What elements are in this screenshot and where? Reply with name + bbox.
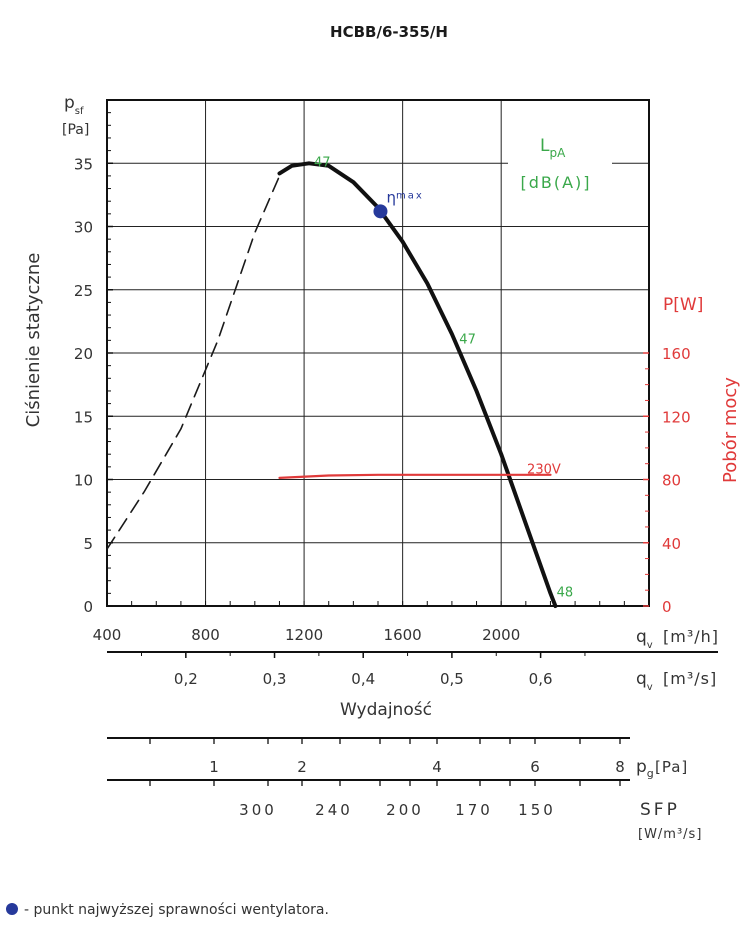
pg-scale-ticks: 1 2 4 6 8 bbox=[149, 738, 625, 786]
power-axis-unit: P[W] bbox=[663, 295, 703, 315]
x-axis-m3s-symbol: qv bbox=[636, 669, 653, 693]
x-axis-m3s-unit: [m³/s] bbox=[663, 669, 717, 688]
series-2-curve bbox=[278, 473, 552, 479]
x-m3h-tick-label: 400 bbox=[93, 626, 122, 644]
series-1-curve bbox=[277, 161, 558, 608]
y-tick-label: 20 bbox=[74, 345, 93, 363]
y-axis-label: Ciśnienie statyczne bbox=[23, 253, 44, 428]
y-tick-label: 25 bbox=[74, 282, 93, 300]
footnote: - punkt najwyższej sprawności wentylator… bbox=[6, 902, 329, 918]
y-tick-label: 0 bbox=[83, 598, 93, 616]
annotations: 47 47 48 230V bbox=[314, 155, 573, 600]
x-axis-m3s-ticks: 0,2 0,3 0,4 0,5 0,6 bbox=[140, 652, 586, 688]
x-m3h-tick-label: 1600 bbox=[384, 626, 422, 644]
x-m3s-tick-label: 0,5 bbox=[440, 670, 464, 688]
y-axis-symbol: psf bbox=[64, 93, 84, 117]
eta-max-marker bbox=[373, 204, 388, 219]
footnote-text: - punkt najwyższej sprawności wentylator… bbox=[24, 902, 329, 918]
y-axis-unit: [Pa] bbox=[62, 122, 89, 138]
sfp-tick-label: 240 bbox=[315, 801, 353, 819]
gridlines bbox=[107, 100, 649, 606]
sfp-tick-label: 170 bbox=[455, 801, 493, 819]
noise-label: LpA bbox=[540, 136, 566, 160]
sfp-scale-label: SFP bbox=[640, 800, 680, 820]
power-tick-label: 0 bbox=[662, 598, 672, 616]
eta-legend-dot bbox=[6, 903, 18, 915]
x-axis-m3h-unit: [m³/h] bbox=[663, 627, 719, 646]
y-tick-label: 10 bbox=[74, 472, 93, 490]
annotation-label: 230V bbox=[527, 463, 561, 478]
series-0-curve bbox=[106, 175, 281, 550]
annotation-label: 47 bbox=[459, 332, 476, 347]
x-axis-m3h-symbol: qv bbox=[636, 627, 653, 651]
annotation-label: 47 bbox=[314, 155, 331, 170]
x-m3h-tick-label: 2000 bbox=[482, 626, 520, 644]
x-m3h-tick-label: 1200 bbox=[285, 626, 323, 644]
x-m3s-tick-label: 0,6 bbox=[529, 670, 553, 688]
pg-tick-label: 4 bbox=[432, 758, 442, 776]
y-tick-label: 35 bbox=[74, 155, 93, 173]
y-tick-label: 5 bbox=[83, 535, 93, 553]
pg-tick-label: 2 bbox=[297, 758, 307, 776]
y-axis-ticks: 0 5 10 15 20 25 30 35 bbox=[74, 112, 113, 616]
power-tick-label: 80 bbox=[662, 472, 681, 490]
power-tick-label: 120 bbox=[662, 408, 691, 426]
x-axis-label: Wydajność bbox=[340, 700, 432, 720]
power-tick-label: 160 bbox=[662, 345, 691, 363]
curves bbox=[106, 161, 558, 608]
pg-scale-unit: [Pa] bbox=[655, 758, 688, 776]
x-m3h-tick-label: 800 bbox=[191, 626, 220, 644]
sfp-tick-label: 300 bbox=[239, 801, 277, 819]
y-tick-label: 30 bbox=[74, 219, 93, 237]
x-axis-m3h-ticks: 400 800 1200 1600 2000 bbox=[93, 601, 625, 644]
pg-tick-label: 8 bbox=[615, 758, 625, 776]
pg-tick-label: 6 bbox=[530, 758, 540, 776]
power-tick-label: 40 bbox=[662, 535, 681, 553]
y-tick-label: 15 bbox=[74, 408, 93, 426]
x-m3s-tick-label: 0,2 bbox=[174, 670, 198, 688]
sfp-scale-ticks: 300 240 200 170 150 bbox=[239, 801, 556, 819]
sfp-scale-unit: [W/m³/s] bbox=[638, 827, 702, 842]
sfp-tick-label: 200 bbox=[386, 801, 424, 819]
noise-legend-bg bbox=[508, 132, 612, 198]
x-m3s-tick-label: 0,4 bbox=[351, 670, 375, 688]
pg-scale-symbol: pg bbox=[636, 757, 654, 780]
eta-max-label: ηmax bbox=[386, 188, 423, 206]
x-m3s-tick-label: 0,3 bbox=[263, 670, 287, 688]
sfp-tick-label: 150 bbox=[518, 801, 556, 819]
noise-unit: [dB(A)] bbox=[520, 173, 591, 192]
annotation-label: 48 bbox=[557, 585, 574, 600]
power-axis-ticks: 0 40 80 120 160 bbox=[643, 345, 691, 616]
chart-title: HCBB/6-355/H bbox=[330, 23, 448, 41]
pg-tick-label: 1 bbox=[209, 758, 219, 776]
power-axis-label: Pobór mocy bbox=[720, 377, 741, 483]
